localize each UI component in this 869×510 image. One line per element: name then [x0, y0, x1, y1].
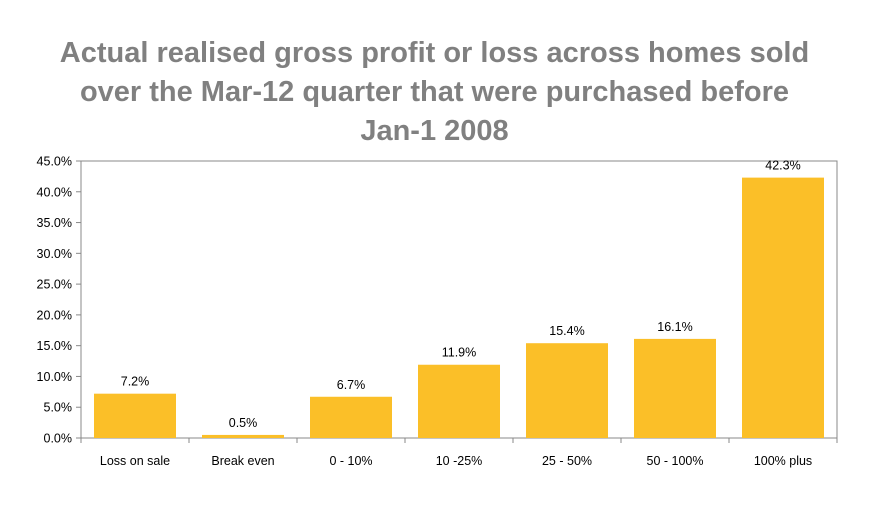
y-tick-label: 40.0%: [37, 185, 72, 199]
data-label: 42.3%: [765, 159, 800, 173]
bar: [742, 177, 824, 438]
bar: [634, 338, 716, 438]
bar: [526, 343, 608, 438]
chart-title-line-2: over the Mar-12 quarter that were purcha…: [79, 76, 790, 108]
chart-labels: 7.2% Loss on sale 0.5% Break even 6.7% 0 - 10…: [100, 159, 812, 468]
y-tick-label: 0.0%: [44, 432, 73, 446]
chart-title-line-3: Jan-1 2008: [360, 115, 509, 147]
y-tick-label: 5.0%: [44, 401, 73, 415]
data-label: 11.9%: [442, 346, 477, 360]
y-tick-label: 15.0%: [37, 339, 72, 353]
data-label: 7.2%: [121, 375, 150, 389]
data-label: 6.7%: [337, 378, 366, 392]
x-category-label: Break even: [211, 454, 274, 468]
chart-title-line-1: Actual realised gross profit or loss acr…: [59, 37, 810, 69]
x-category-label: 0 - 10%: [329, 454, 372, 468]
y-tick-label: 25.0%: [37, 278, 72, 292]
y-tick-label: 45.0%: [37, 155, 72, 169]
chart-title: Actual realised gross profit or loss acr…: [0, 34, 869, 151]
y-tick-label: 10.0%: [37, 370, 72, 384]
x-category-label: 50 - 100%: [647, 454, 704, 468]
data-label: 16.1%: [657, 320, 692, 334]
data-label: 15.4%: [549, 324, 584, 338]
x-category-label: 10 -25%: [436, 454, 483, 468]
bar: [202, 434, 284, 438]
x-category-label: 25 - 50%: [542, 454, 592, 468]
y-tick-label: 20.0%: [37, 308, 72, 322]
bar: [94, 393, 176, 438]
bar: [418, 364, 500, 438]
x-category-label: Loss on sale: [100, 454, 170, 468]
bar: [310, 396, 392, 438]
data-label: 0.5%: [229, 416, 258, 430]
y-tick-label: 30.0%: [37, 247, 72, 261]
x-category-label: 100% plus: [754, 454, 812, 468]
y-tick-label: 35.0%: [37, 216, 72, 230]
chart-bars: [94, 177, 824, 438]
